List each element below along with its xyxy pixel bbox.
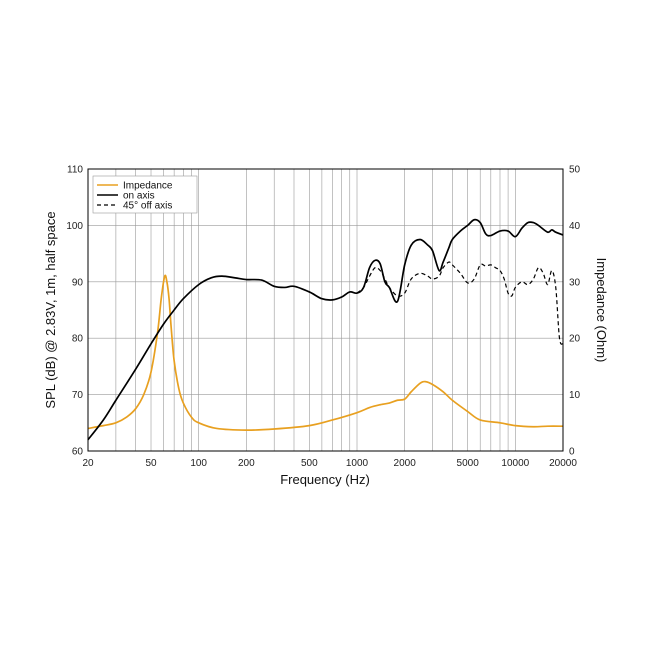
x-tick-label: 2000 (394, 458, 417, 469)
x-tick-label: 5000 (457, 458, 480, 469)
y2-tick-labels: 0 10 20 30 40 50 (569, 165, 581, 458)
legend: Impedance on axis 45° off axis (92, 175, 198, 214)
y2-axis-title: Impedance (Ohm) (594, 258, 609, 363)
y-tick-label: 60 (72, 447, 84, 458)
y2-tick-label: 30 (569, 277, 581, 288)
legend-label-off-axis: 45° off axis (123, 201, 172, 212)
legend-label-impedance: Impedance (123, 181, 173, 192)
x-tick-label: 200 (238, 458, 255, 469)
series-off-axis-line (356, 261, 564, 345)
y-tick-label: 90 (72, 277, 84, 288)
y2-tick-label: 50 (569, 165, 581, 176)
x-tick-label: 50 (145, 458, 157, 469)
x-tick-label: 1000 (346, 458, 369, 469)
x-gridlines (115, 169, 516, 451)
plot-background (88, 169, 563, 451)
x-tick-label: 500 (301, 458, 318, 469)
y-tick-labels: 60 70 80 90 100 110 (66, 165, 83, 458)
y2-tick-label: 10 (569, 390, 581, 401)
x-tick-label: 100 (190, 458, 207, 469)
x-tick-label: 20000 (549, 458, 577, 469)
y-tick-label: 110 (67, 165, 83, 176)
y-tick-label: 100 (66, 221, 83, 232)
y-axis-title: SPL (dB) @ 2.83V, 1m, half space (43, 211, 58, 408)
x-tick-labels: 20 50 100 200 500 1000 2000 5000 10000 20000 (82, 458, 577, 469)
x-tick-label: 20 (82, 458, 94, 469)
x-tick-label: 10000 (501, 458, 529, 469)
x-axis-title: Frequency (Hz) (280, 472, 370, 487)
y-tick-label: 70 (72, 390, 84, 401)
plot-frame (87, 168, 564, 452)
y2-tick-label: 40 (569, 221, 581, 232)
legend-label-on-axis: on axis (123, 191, 155, 202)
series-impedance-line (87, 274, 564, 431)
y2-tick-label: 20 (569, 334, 581, 345)
series-lines (87, 218, 564, 441)
y2-tick-label: 0 (569, 447, 575, 458)
series-on-axis-line (87, 218, 564, 441)
y-tick-label: 80 (72, 334, 84, 345)
